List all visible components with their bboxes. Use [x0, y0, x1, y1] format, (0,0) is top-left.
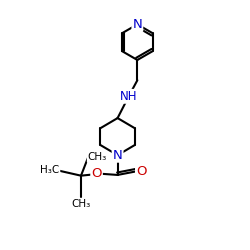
Text: H₃C: H₃C	[40, 165, 60, 175]
Text: CH₃: CH₃	[88, 152, 107, 162]
Text: N: N	[132, 18, 142, 31]
Text: O: O	[91, 167, 102, 180]
Text: N: N	[113, 149, 122, 162]
Text: O: O	[136, 165, 146, 178]
Text: CH₃: CH₃	[72, 199, 91, 209]
Text: NH: NH	[120, 90, 138, 103]
